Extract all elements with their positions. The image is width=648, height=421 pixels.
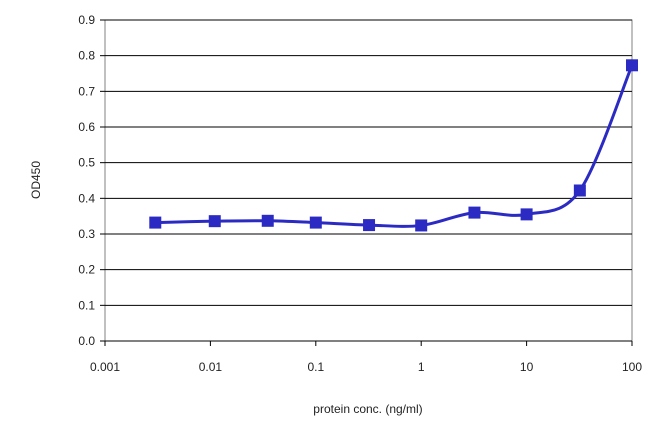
y-tick-label: 0.0 [78,334,95,348]
data-point-marker [309,216,322,229]
x-tick-label: 0.001 [90,360,120,374]
x-tick-label: 10 [520,360,534,374]
y-tick-label: 0.2 [78,263,95,277]
y-tick-label: 0.3 [78,227,95,241]
series-layer [149,59,638,232]
series-line [155,64,634,228]
data-point-marker [208,215,221,228]
data-point-marker [149,216,162,229]
data-point-marker [261,214,274,227]
x-tick-label: 0.01 [199,360,223,374]
x-tick-label: 0.1 [307,360,324,374]
x-axis-ticks: 0.001 0.01 0.1 1 10 100 [90,341,642,374]
y-tick-label: 0.6 [78,120,95,134]
y-tick-label: 0.8 [78,49,95,63]
data-point-marker [626,59,638,72]
x-tick-label: 1 [418,360,425,374]
data-point-marker [415,219,428,232]
x-axis-label: protein conc. (ng/ml) [313,402,422,416]
x-tick-label: 100 [622,360,642,374]
data-point-marker [520,208,533,221]
y-tick-label: 0.1 [78,298,95,312]
y-tick-label: 0.9 [78,13,95,27]
y-tick-label: 0.7 [78,84,95,98]
plot-area [104,19,633,342]
data-point-marker [363,219,376,232]
data-point-marker [468,206,481,219]
y-tick-label: 0.5 [78,156,95,170]
gridlines [105,19,632,342]
data-point-marker [573,184,586,197]
y-tick-label: 0.4 [78,191,95,205]
y-axis-label: OD450 [29,161,43,199]
y-axis-ticks: 0.0 0.1 0.2 0.3 0.4 0.5 0.6 0.7 0.8 0.9 [78,13,105,348]
